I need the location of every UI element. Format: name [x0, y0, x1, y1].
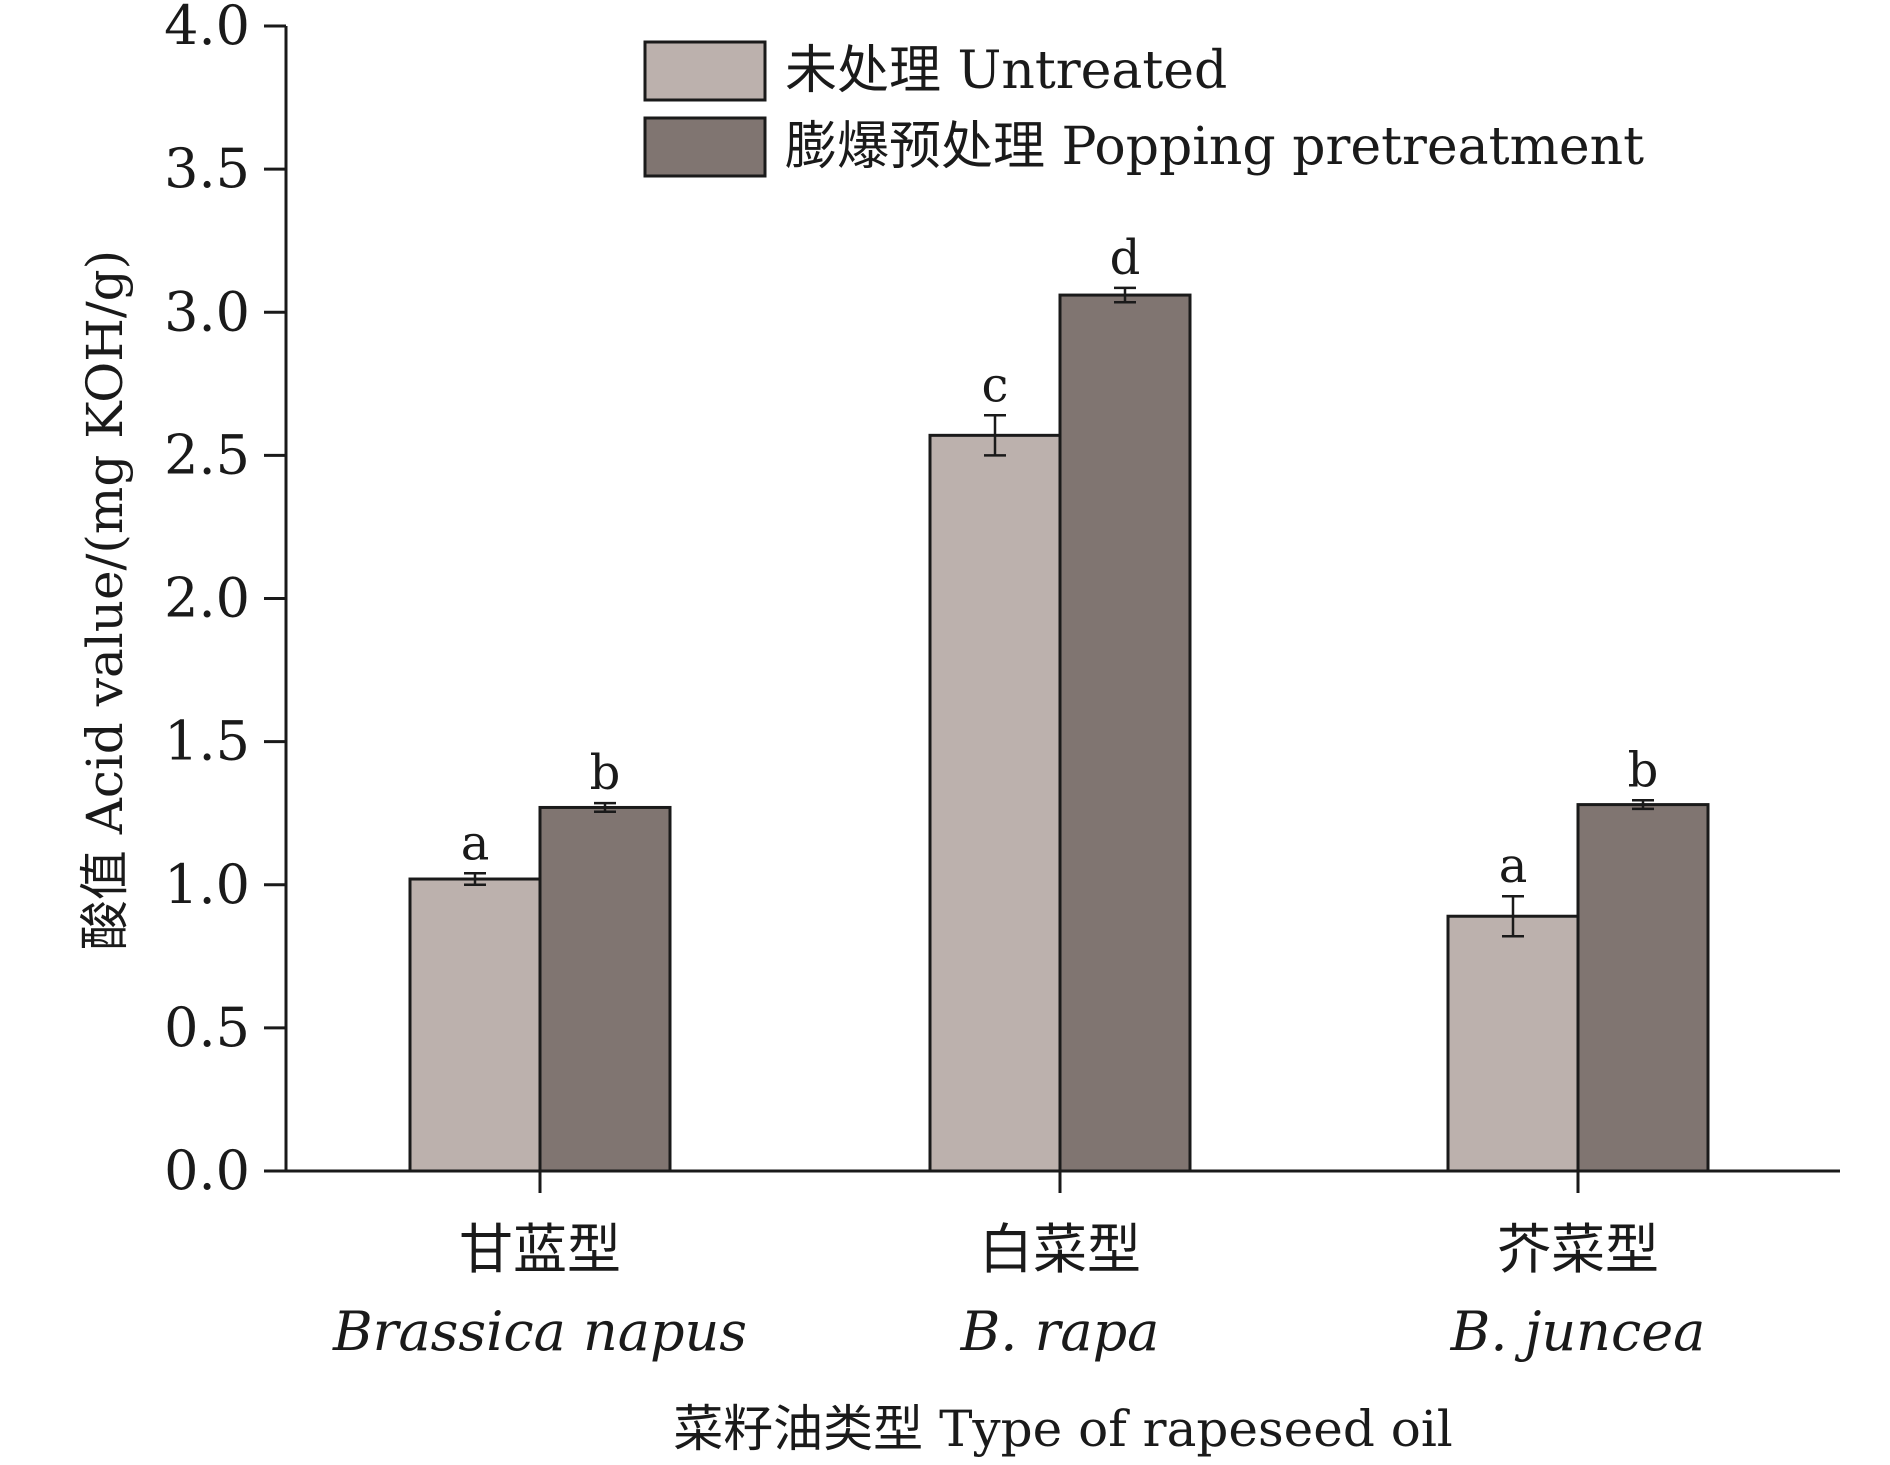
- significance-label: d: [1110, 230, 1141, 286]
- significance-label: a: [1499, 838, 1528, 894]
- significance-label: a: [461, 815, 490, 871]
- bar-popping-2: [1576, 803, 1710, 1173]
- y-tick-label: 3.0: [164, 280, 250, 343]
- significance-label: b: [590, 745, 621, 801]
- legend-swatch-popping: [643, 116, 767, 178]
- labels: a c a b d b 甘蓝型 Brassica napus 白菜型 B. rapa 芥菜型 B. j…: [76, 230, 1705, 1458]
- y-tick-label: 1.0: [164, 853, 250, 916]
- bar-popping-0: [538, 805, 672, 1173]
- y-tick-label: 0.5: [164, 996, 250, 1059]
- legend-label: 未处理 Untreated: [785, 41, 1227, 101]
- x-category-label-cn: 甘蓝型: [459, 1218, 621, 1281]
- bar-untreated-0: [408, 877, 542, 1173]
- legend: 未处理 Untreated 膨爆预处理 Popping pretreatment: [643, 40, 1644, 178]
- x-category-label-latin: B. juncea: [1450, 1300, 1706, 1363]
- y-tick-label: 3.5: [164, 137, 250, 200]
- x-category-label-cn: 芥菜型: [1497, 1218, 1659, 1281]
- x-category-label-latin: B. rapa: [960, 1300, 1160, 1363]
- axes: 0.0 0.5 1.0 1.5 2.0 2.5 3.0 3.5 4.0: [164, 0, 1840, 1202]
- significance-label: c: [982, 357, 1009, 413]
- bar-untreated-1: [928, 433, 1062, 1173]
- bar-popping-1: [1058, 293, 1192, 1173]
- y-axis-title: 酸值 Acid value/(mg KOH/g): [76, 250, 134, 950]
- y-tick-label: 2.0: [164, 567, 250, 630]
- y-tick-label: 1.5: [164, 710, 250, 773]
- y-tick-label: 2.5: [164, 423, 250, 486]
- bars: [408, 286, 1710, 1173]
- legend-label: 膨爆预处理 Popping pretreatment: [785, 117, 1644, 177]
- x-axis-title: 菜籽油类型 Type of rapeseed oil: [673, 1400, 1453, 1458]
- legend-swatch-untreated: [643, 40, 767, 102]
- x-category-label-cn: 白菜型: [979, 1218, 1141, 1281]
- x-category-label-latin: Brassica napus: [332, 1300, 747, 1363]
- y-tick-label: 4.0: [164, 0, 250, 57]
- significance-label: b: [1628, 742, 1659, 798]
- y-tick-label: 0.0: [164, 1139, 250, 1202]
- bar-untreated-2: [1446, 914, 1580, 1173]
